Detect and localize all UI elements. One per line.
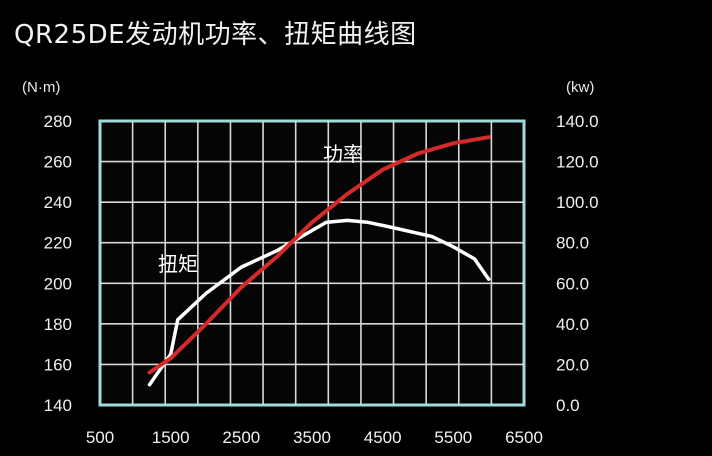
x-tick-label: 4500 <box>364 428 402 447</box>
right-y-tick-label: 80.0 <box>556 234 589 253</box>
right-y-tick-label: 100.0 <box>556 193 599 212</box>
right-axis-unit: (kw) <box>566 79 594 96</box>
x-tick-label: 6500 <box>505 428 543 447</box>
left-y-tick-label: 220 <box>44 234 72 253</box>
power-curve <box>147 135 491 375</box>
left-y-tick-label: 160 <box>44 355 72 374</box>
right-y-tick-label: 140.0 <box>556 112 599 131</box>
left-y-tick-label: 180 <box>44 315 72 334</box>
right-y-tick-label: 0.0 <box>556 396 580 415</box>
power-series-label: 功率 <box>323 142 363 166</box>
x-tick-label: 500 <box>86 428 114 447</box>
left-axis-unit: (N·m) <box>22 79 60 96</box>
left-y-tick-label: 140 <box>44 396 72 415</box>
x-tick-label: 2500 <box>222 428 260 447</box>
torque-curve <box>147 218 491 387</box>
torque-series-label: 扭矩 <box>158 252 198 276</box>
right-y-tick-label: 20.0 <box>556 355 589 374</box>
chart-title: QR25DE发动机功率、扭矩曲线图 <box>14 20 417 50</box>
x-tick-label: 3500 <box>293 428 331 447</box>
left-y-axis-ticks: 140 160 180 200 220 240 260 280 <box>44 112 72 415</box>
grid-lines <box>100 121 524 405</box>
x-tick-label: 5500 <box>434 428 472 447</box>
right-y-tick-label: 40.0 <box>556 315 589 334</box>
x-tick-label: 1500 <box>152 428 190 447</box>
left-y-tick-label: 200 <box>44 274 72 293</box>
x-axis-ticks: 500 1500 2500 3500 4500 5500 6500 <box>86 428 543 447</box>
left-y-tick-label: 260 <box>44 153 72 172</box>
left-y-tick-label: 240 <box>44 193 72 212</box>
right-y-tick-label: 60.0 <box>556 274 589 293</box>
right-y-tick-label: 120.0 <box>556 153 599 172</box>
series-layer <box>147 135 491 387</box>
left-y-tick-label: 280 <box>44 112 72 131</box>
right-y-axis-ticks: 0.0 20.0 40.0 60.0 80.0 100.0 120.0 140.0 <box>556 112 599 415</box>
